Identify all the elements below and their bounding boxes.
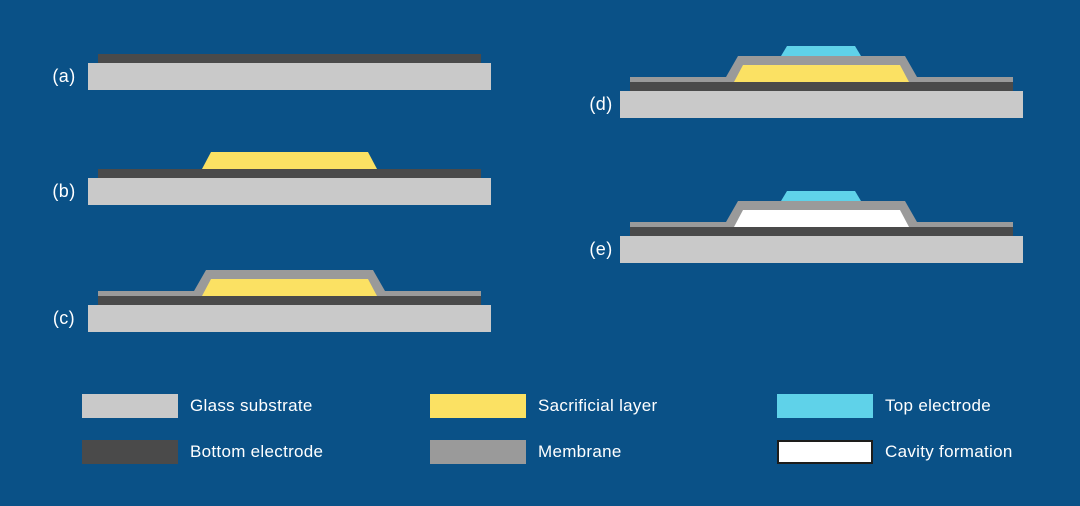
top-electrode-layer [781, 46, 861, 56]
bottom-electrode-layer [630, 227, 1013, 236]
legend-label-glass-substrate: Glass substrate [190, 396, 313, 415]
step-label-a: (a) [52, 66, 76, 86]
legend-item-sacrificial-layer: Sacrificial layer [430, 394, 657, 418]
legend-item-glass-substrate: Glass substrate [82, 394, 323, 418]
top-electrode-layer [781, 191, 861, 201]
legend-item-membrane: Membrane [430, 440, 657, 464]
sacrificial-layer-swatch [430, 394, 526, 418]
step-figure-c [88, 260, 491, 332]
cavity-formation-swatch [777, 440, 873, 464]
step-figure-a [88, 18, 491, 90]
glass-substrate-layer [88, 63, 491, 90]
sacrificial-layer-layer [202, 279, 377, 296]
legend-label-bottom-electrode: Bottom electrode [190, 442, 324, 461]
bottom-electrode-swatch [82, 440, 178, 464]
legend-column-2: Sacrificial layer Membrane [430, 394, 657, 486]
sacrificial-layer-layer [202, 152, 377, 169]
bottom-electrode-layer [98, 296, 481, 305]
bottom-electrode-layer [98, 169, 481, 178]
sacrificial-layer-layer [734, 65, 909, 82]
bottom-electrode-layer [98, 54, 481, 63]
step-figure-b [88, 133, 491, 205]
legend-item-bottom-electrode: Bottom electrode [82, 440, 323, 464]
legend-label-sacrificial-layer: Sacrificial layer [538, 396, 658, 415]
legend-label-top-electrode: Top electrode [885, 396, 991, 415]
top-electrode-swatch [777, 394, 873, 418]
legend-item-cavity-formation: Cavity formation [777, 440, 1013, 464]
step-label-c: (c) [52, 308, 76, 328]
legend-label-membrane: Membrane [538, 442, 622, 461]
legend-label-cavity-formation: Cavity formation [885, 442, 1013, 461]
step-figure-d [620, 46, 1023, 118]
legend-column-1: Glass substrate Bottom electrode [82, 394, 323, 486]
step-label-d: (d) [589, 94, 613, 114]
legend-item-top-electrode: Top electrode [777, 394, 1013, 418]
glass-substrate-layer [620, 236, 1023, 263]
membrane-swatch [430, 440, 526, 464]
glass-substrate-swatch [82, 394, 178, 418]
glass-substrate-layer [88, 305, 491, 332]
step-figure-e [620, 191, 1023, 263]
glass-substrate-layer [620, 91, 1023, 118]
step-label-b: (b) [52, 181, 76, 201]
step-label-e: (e) [589, 239, 613, 259]
cavity-formation-layer [734, 210, 909, 227]
bottom-electrode-layer [630, 82, 1013, 91]
legend-column-3: Top electrode Cavity formation [777, 394, 1013, 486]
glass-substrate-layer [88, 178, 491, 205]
